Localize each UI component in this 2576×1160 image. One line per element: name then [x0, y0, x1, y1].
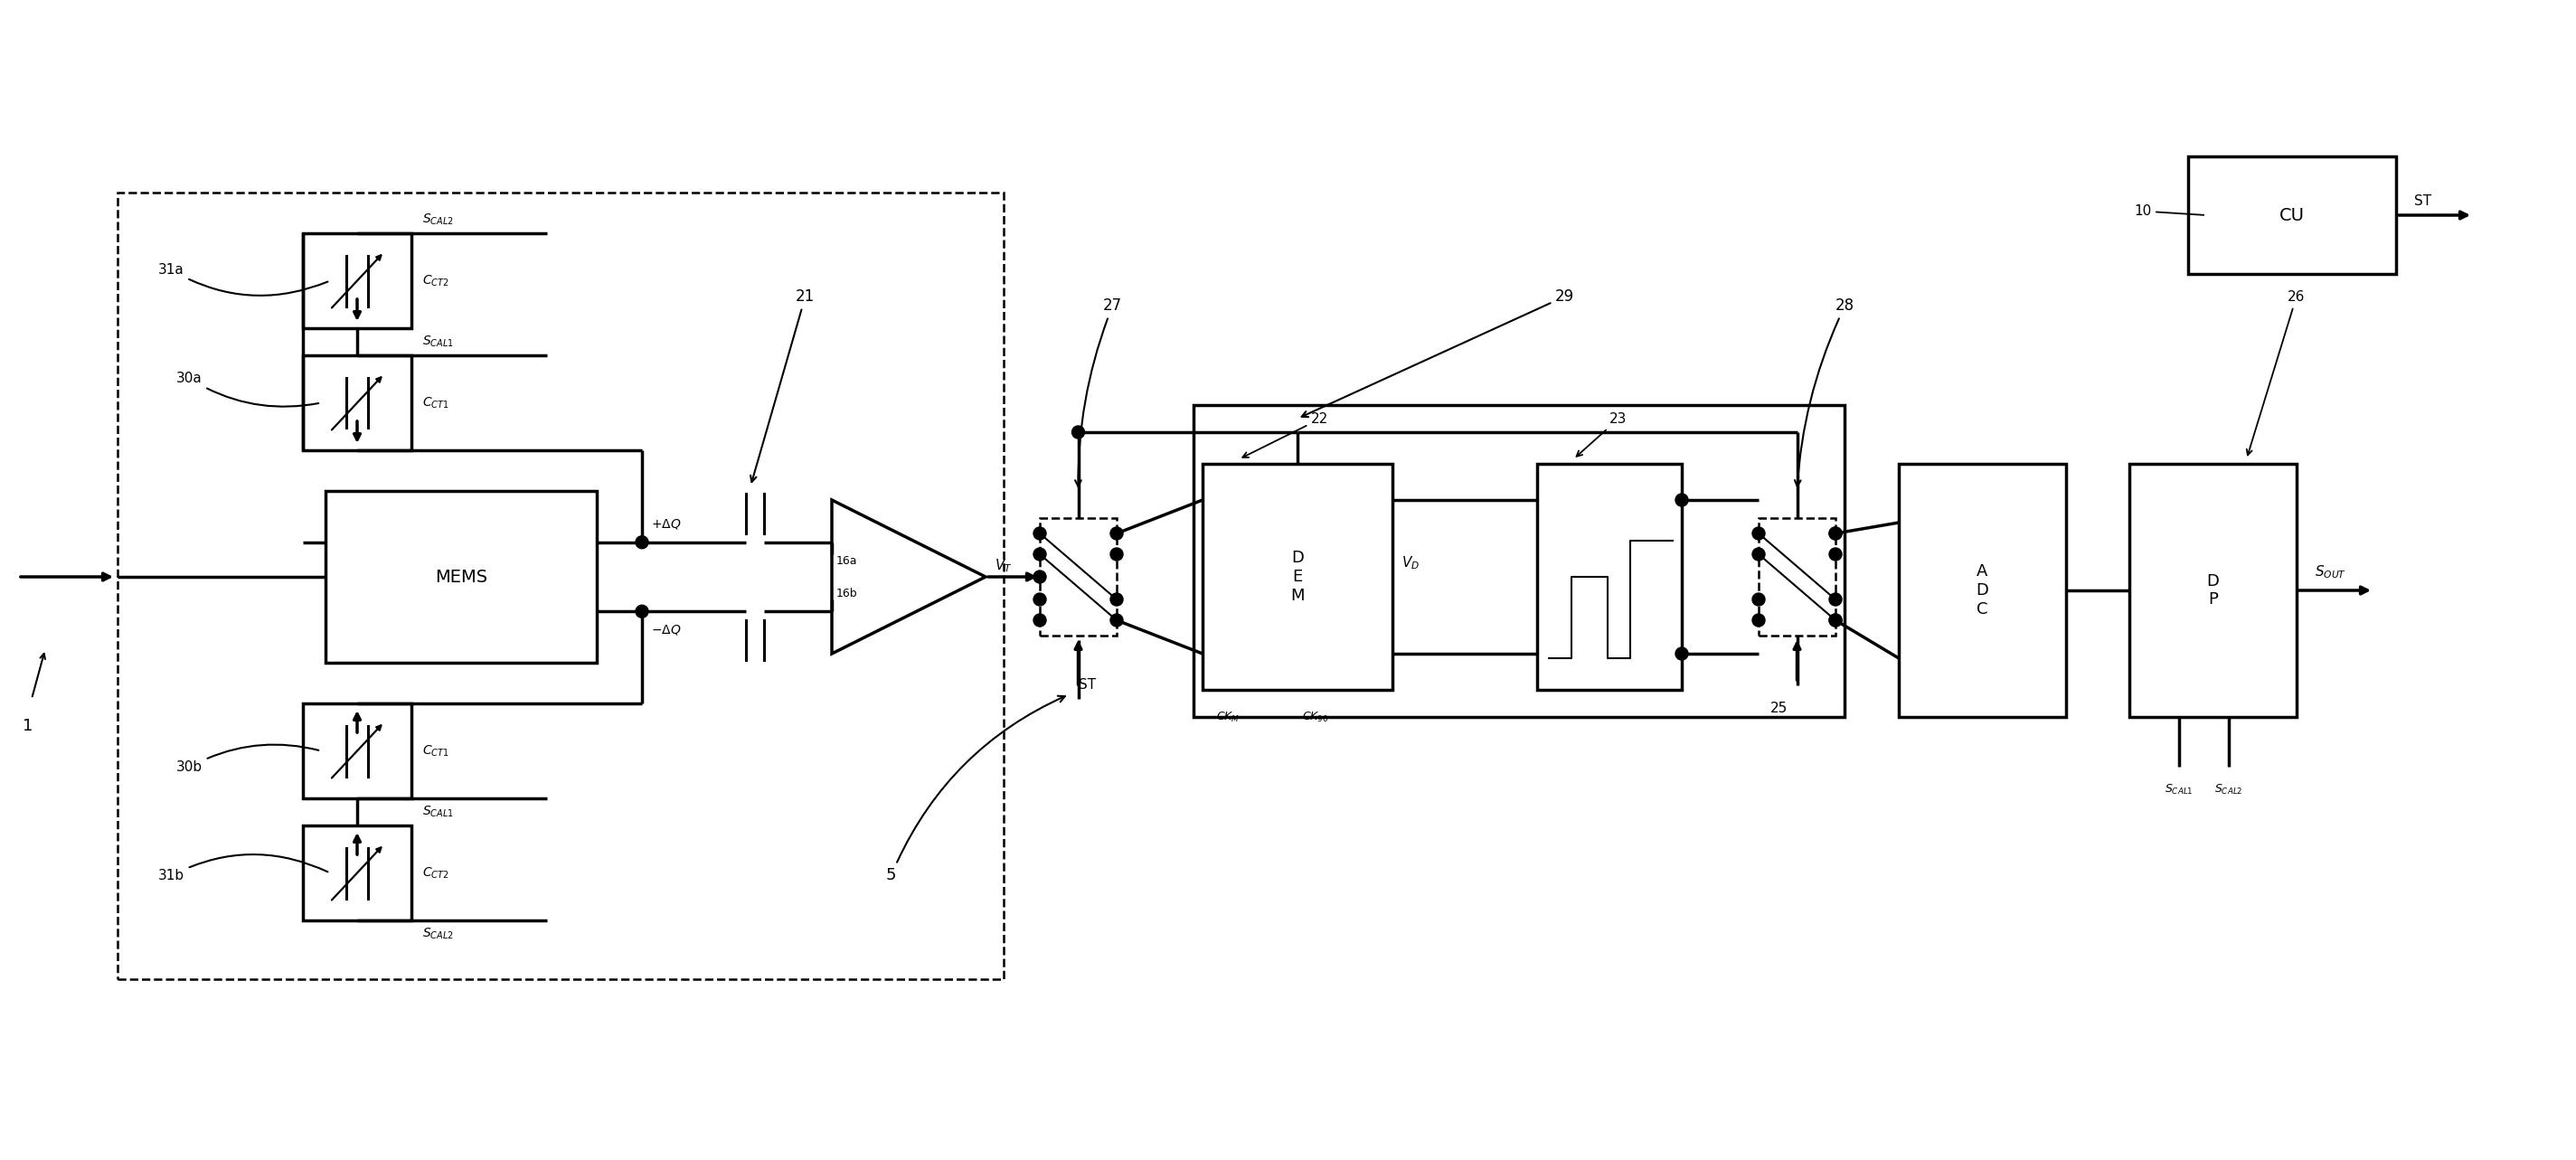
Circle shape [1752, 614, 1765, 626]
Text: $C_{CT1}$: $C_{CT1}$ [422, 744, 448, 759]
Circle shape [1033, 527, 1046, 539]
Text: $S_{OUT}$: $S_{OUT}$ [2316, 564, 2347, 581]
Bar [304, 233, 412, 328]
Circle shape [1033, 571, 1046, 583]
Text: $V_T$: $V_T$ [994, 558, 1012, 574]
Text: $+\Delta Q$: $+\Delta Q$ [652, 517, 680, 531]
Circle shape [1829, 614, 1842, 626]
Circle shape [636, 606, 649, 618]
Text: ST: ST [1079, 679, 1095, 693]
Text: $S_{CAL1}$: $S_{CAL1}$ [2164, 783, 2192, 796]
Circle shape [1829, 614, 1842, 626]
Text: $V_D$: $V_D$ [1401, 554, 1419, 572]
Bar [1759, 519, 1837, 636]
Bar [325, 491, 598, 662]
Bar [2187, 157, 2396, 274]
Text: $-\Delta Q$: $-\Delta Q$ [652, 623, 680, 637]
Text: 16b: 16b [837, 587, 858, 599]
Text: 22: 22 [1242, 412, 1329, 457]
Circle shape [1110, 527, 1123, 539]
Text: MEMS: MEMS [435, 568, 487, 586]
Bar [118, 193, 1005, 979]
Text: 1: 1 [23, 718, 33, 734]
Text: D
P: D P [2208, 573, 2221, 608]
Circle shape [1033, 614, 1046, 626]
Bar [304, 703, 412, 798]
Circle shape [1829, 593, 1842, 606]
Text: 25: 25 [1770, 701, 1788, 715]
Text: 28: 28 [1795, 297, 1855, 486]
Bar [304, 355, 412, 450]
Text: $CK_{90}$: $CK_{90}$ [1301, 710, 1329, 724]
Circle shape [1674, 647, 1687, 660]
Text: D
E
M: D E M [1291, 550, 1303, 603]
Circle shape [1072, 426, 1084, 438]
Text: 31b: 31b [157, 855, 327, 883]
Bar [1538, 464, 1682, 690]
Circle shape [1829, 527, 1842, 539]
Text: ST: ST [2414, 195, 2432, 209]
Text: $CK_M$: $CK_M$ [1216, 710, 1239, 724]
Circle shape [1752, 527, 1765, 539]
Text: $C_{CT1}$: $C_{CT1}$ [422, 396, 448, 411]
Text: $C_{CT2}$: $C_{CT2}$ [422, 274, 448, 288]
Bar [1041, 519, 1115, 636]
Text: $S_{CAL1}$: $S_{CAL1}$ [422, 805, 453, 819]
Circle shape [1674, 494, 1687, 506]
Circle shape [1829, 527, 1842, 539]
Text: 23: 23 [1577, 412, 1628, 456]
Circle shape [1752, 548, 1765, 560]
Text: 21: 21 [750, 289, 814, 483]
Text: 10: 10 [2133, 204, 2202, 218]
Text: $S_{CAL2}$: $S_{CAL2}$ [2215, 783, 2244, 796]
Text: 30a: 30a [175, 371, 319, 406]
Text: A
D
C: A D C [1976, 564, 1989, 617]
Text: 16a: 16a [837, 554, 858, 566]
Bar [1899, 464, 2066, 717]
Text: 30b: 30b [175, 745, 319, 774]
Text: $C_{CT2}$: $C_{CT2}$ [422, 865, 448, 880]
Text: 29: 29 [1301, 289, 1574, 416]
Bar [1203, 464, 1394, 690]
Text: $S_{CAL2}$: $S_{CAL2}$ [422, 212, 453, 227]
Text: 31a: 31a [157, 263, 327, 296]
Text: $S_{CAL1}$: $S_{CAL1}$ [422, 334, 453, 349]
Bar [1193, 405, 1844, 717]
Text: CU: CU [2280, 206, 2306, 224]
Circle shape [1110, 548, 1123, 560]
Text: 5: 5 [886, 696, 1064, 883]
Circle shape [1033, 548, 1046, 560]
Bar [304, 826, 412, 920]
Text: 27: 27 [1074, 297, 1123, 486]
Circle shape [1110, 593, 1123, 606]
Circle shape [636, 536, 649, 549]
Circle shape [1033, 593, 1046, 606]
Text: $S_{CAL2}$: $S_{CAL2}$ [422, 927, 453, 942]
Bar [2130, 464, 2298, 717]
Circle shape [1829, 548, 1842, 560]
Circle shape [1752, 593, 1765, 606]
Circle shape [1110, 614, 1123, 626]
Text: 26: 26 [2246, 290, 2306, 455]
